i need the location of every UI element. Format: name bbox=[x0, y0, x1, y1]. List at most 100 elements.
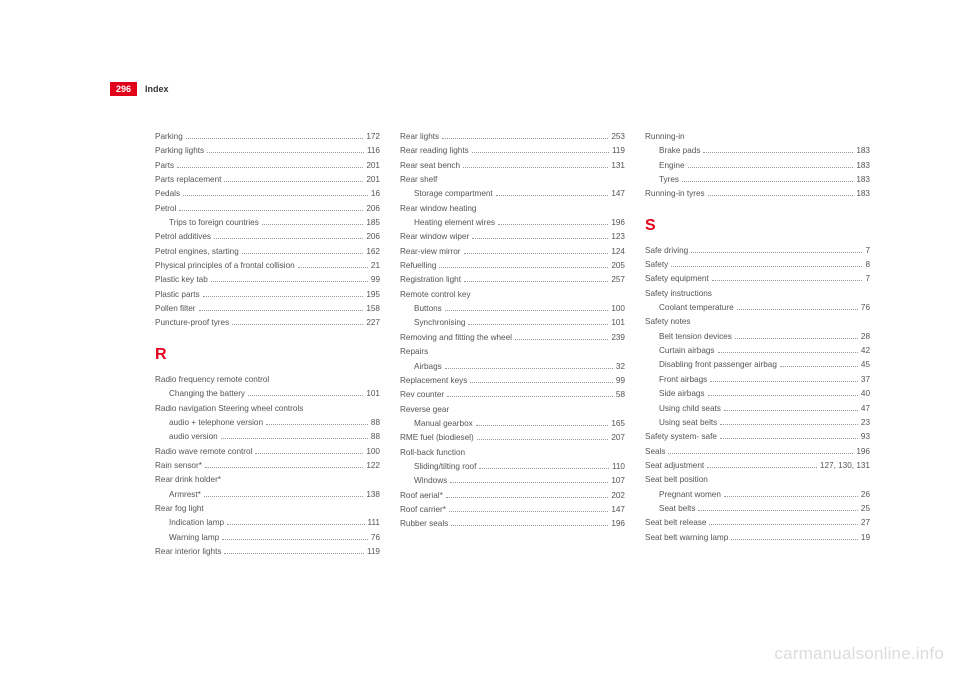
index-entry: Safety instructions bbox=[645, 287, 870, 301]
index-entry-label: Radio wave remote control bbox=[155, 445, 252, 459]
index-entry-page: 23 bbox=[861, 416, 870, 430]
index-dots bbox=[464, 253, 609, 254]
index-entry: Indication lamp 111 bbox=[155, 516, 380, 530]
index-entry-page: 123 bbox=[611, 230, 625, 244]
index-dots bbox=[221, 438, 368, 439]
index-dots bbox=[472, 238, 608, 239]
index-entry-label: Engine bbox=[645, 159, 685, 173]
index-entry-label: Rear fog light bbox=[155, 502, 204, 516]
index-dots bbox=[224, 181, 363, 182]
index-dots bbox=[737, 309, 858, 310]
index-entry: Roll-back function bbox=[400, 446, 625, 460]
index-dots bbox=[691, 252, 862, 253]
index-entry: Remote control key bbox=[400, 288, 625, 302]
index-entry-page: 172 bbox=[366, 130, 380, 144]
index-dots bbox=[703, 152, 853, 153]
index-entry-page: 239 bbox=[611, 331, 625, 345]
index-entry-label: Rear window heating bbox=[400, 202, 476, 216]
index-entry-label: Replacement keys bbox=[400, 374, 467, 388]
index-entry-label: Removing and fitting the wheel bbox=[400, 331, 512, 345]
index-entry: Synchronising101 bbox=[400, 316, 625, 330]
index-entry: Petrol206 bbox=[155, 202, 380, 216]
page-header: 296 Index bbox=[110, 82, 169, 96]
index-dots bbox=[177, 167, 363, 168]
index-entry: Seals196 bbox=[645, 445, 870, 459]
index-letter: S bbox=[645, 212, 870, 240]
index-entry-label: Rain sensor* bbox=[155, 459, 202, 473]
index-entry: Seat belt release27 bbox=[645, 516, 870, 530]
index-entry-page: 16 bbox=[371, 187, 380, 201]
index-entry-label: Plastic key tab bbox=[155, 273, 208, 287]
index-entry: Refuelling205 bbox=[400, 259, 625, 273]
index-entry: Registration light257 bbox=[400, 273, 625, 287]
index-entry-label: Safety instructions bbox=[645, 287, 712, 301]
index-entry-label: RME fuel (biodiesel) bbox=[400, 431, 474, 445]
index-entry: Safety8 bbox=[645, 258, 870, 272]
index-dots bbox=[442, 138, 608, 139]
index-entry-label: Physical principles of a frontal collisi… bbox=[155, 259, 295, 273]
index-entry-label: Seat belts bbox=[645, 502, 695, 516]
index-entry: Running-in tyres183 bbox=[645, 187, 870, 201]
index-entry-page: 127, 130, 131 bbox=[820, 459, 870, 473]
index-entry: Rubber seals196 bbox=[400, 517, 625, 531]
index-entry: Safety notes bbox=[645, 315, 870, 329]
section-title: Index bbox=[145, 84, 169, 94]
index-entry: Safety system- safe93 bbox=[645, 430, 870, 444]
index-entry-label: Indication lamp bbox=[155, 516, 224, 530]
index-dots bbox=[222, 539, 368, 540]
index-dots bbox=[470, 382, 613, 383]
index-dots bbox=[204, 496, 363, 497]
index-entry: Engine183 bbox=[645, 159, 870, 173]
index-entry-label: Front airbags bbox=[645, 373, 707, 387]
index-entry: Reverse gear bbox=[400, 403, 625, 417]
index-entry: Coolant temperature76 bbox=[645, 301, 870, 315]
index-entry-label: Disabling front passenger airbag bbox=[645, 358, 777, 372]
index-entry-page: 42 bbox=[861, 344, 870, 358]
index-entry-label: Rev counter bbox=[400, 388, 444, 402]
index-entry-page: 111 bbox=[368, 516, 380, 530]
index-entry-label: Seat belt warning lamp bbox=[645, 531, 728, 545]
index-dots bbox=[199, 310, 364, 311]
index-entry: Front airbags37 bbox=[645, 373, 870, 387]
index-entry: Armrest*138 bbox=[155, 488, 380, 502]
index-entry-page: 21 bbox=[371, 259, 380, 273]
index-dots bbox=[498, 224, 608, 225]
index-entry: Seat belt warning lamp19 bbox=[645, 531, 870, 545]
index-entry-label: Petrol bbox=[155, 202, 176, 216]
index-dots bbox=[472, 152, 609, 153]
index-entry: Rear-view mirror124 bbox=[400, 245, 625, 259]
index-entry: Rear window heating bbox=[400, 202, 625, 216]
index-entry-page: 45 bbox=[861, 358, 870, 372]
index-entry-label: Remote control key bbox=[400, 288, 471, 302]
index-entry-page: 162 bbox=[366, 245, 380, 259]
index-entry: Sliding/tilting roof110 bbox=[400, 460, 625, 474]
index-entry: Pregnant women26 bbox=[645, 488, 870, 502]
index-entry-label: Heating element wires bbox=[400, 216, 495, 230]
index-entry-label: Rear drink holder* bbox=[155, 473, 221, 487]
index-dots bbox=[179, 210, 363, 211]
index-entry: audio version88 bbox=[155, 430, 380, 444]
index-entry-page: 27 bbox=[861, 516, 870, 530]
index-dots bbox=[668, 453, 853, 454]
index-dots bbox=[710, 381, 858, 382]
index-entry: Disabling front passenger airbag 45 bbox=[645, 358, 870, 372]
index-entry-label: Manual gearbox bbox=[400, 417, 473, 431]
index-entry-page: 165 bbox=[611, 417, 625, 431]
index-entry: Tyres183 bbox=[645, 173, 870, 187]
index-entry-page: 99 bbox=[371, 273, 380, 287]
index-entry-page: 26 bbox=[861, 488, 870, 502]
index-dots bbox=[698, 510, 857, 511]
index-entry-page: 185 bbox=[366, 216, 380, 230]
index-entry: Plastic parts195 bbox=[155, 288, 380, 302]
index-entry-page: 40 bbox=[861, 387, 870, 401]
index-entry-page: 202 bbox=[611, 489, 625, 503]
index-entry-page: 147 bbox=[611, 503, 625, 517]
index-entry: Running-in bbox=[645, 130, 870, 144]
index-entry-label: Parts bbox=[155, 159, 174, 173]
index-dots bbox=[496, 195, 609, 196]
index-dots bbox=[731, 539, 858, 540]
index-entry: Parking 172 bbox=[155, 130, 380, 144]
index-entry-page: 110 bbox=[612, 460, 625, 474]
index-entry-label: Parking bbox=[155, 130, 183, 144]
index-entry-label: Radio navigation Steering wheel controls bbox=[155, 402, 303, 416]
